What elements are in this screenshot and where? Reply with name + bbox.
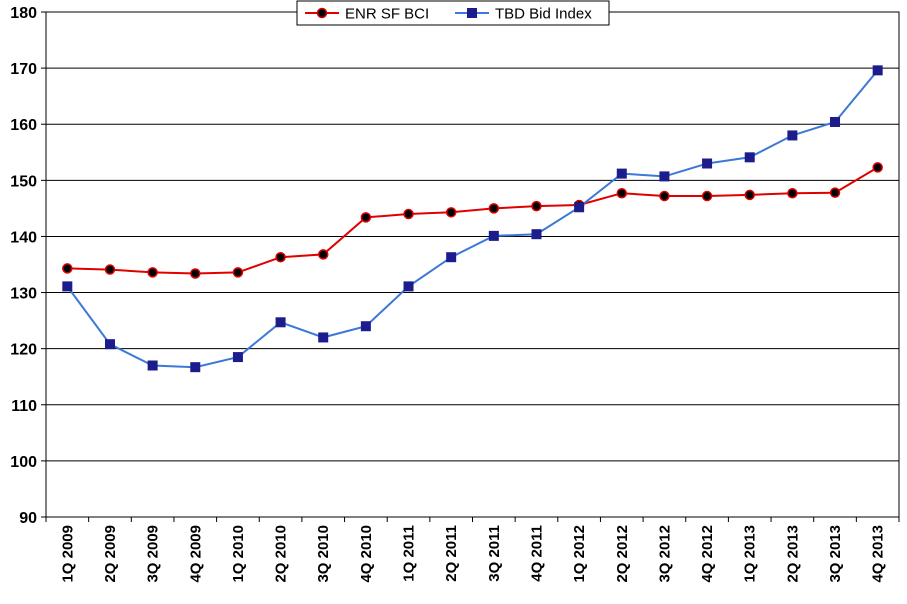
data-point: [787, 130, 798, 141]
data-point: [62, 263, 73, 274]
y-tick-label: 110: [11, 398, 37, 415]
data-point: [190, 268, 201, 279]
data-point: [744, 152, 755, 163]
legend-marker: [467, 8, 477, 18]
series-line: [66, 69, 879, 369]
x-tick-label: 1Q 2009: [59, 525, 76, 583]
data-point: [147, 267, 158, 278]
data-point: [360, 212, 372, 223]
x-tick-label: 1Q 2010: [230, 525, 247, 583]
y-tick-label: 100: [10, 454, 37, 471]
legend: ENR SF BCI TBD Bid Index: [296, 0, 610, 26]
series-layer: [62, 65, 883, 373]
x-axis-tick-labels: 1Q 2009 2Q 2009 3Q 2009 4Q 2009 1Q 2010 2Q 20…: [59, 525, 886, 583]
data-point: [275, 251, 286, 263]
y-tick-label: 90: [19, 510, 37, 527]
data-point: [62, 281, 73, 292]
y-tick-label: 150: [10, 173, 37, 190]
y-tick-label: 160: [10, 117, 37, 134]
data-point: [445, 207, 457, 218]
y-tick-label: 120: [10, 342, 37, 359]
y-tick-label: 140: [10, 229, 37, 246]
x-tick-label: 3Q 2013: [827, 525, 844, 583]
data-point: [659, 171, 670, 182]
y-tick-label: 180: [10, 5, 37, 22]
data-point: [317, 249, 329, 260]
legend-marker: [316, 7, 328, 19]
data-point: [830, 116, 841, 127]
data-point: [744, 189, 755, 201]
data-point: [787, 187, 798, 199]
data-point: [104, 339, 115, 350]
y-tick-label: 170: [10, 61, 37, 78]
data-point: [872, 162, 883, 173]
data-point: [104, 264, 116, 275]
y-axis-tick-labels: 90 100 110 120 130 140 150 160 170 180: [10, 5, 37, 527]
data-point: [403, 208, 414, 220]
data-point: [702, 158, 713, 169]
data-point: [872, 65, 883, 76]
gridlines: [46, 11, 899, 518]
plot-area-border: [45, 11, 900, 518]
legend-label: TBD Bid Index: [495, 6, 592, 23]
data-point: [659, 190, 670, 202]
data-point: [147, 360, 158, 371]
data-point: [275, 317, 286, 328]
series-1: [62, 65, 883, 373]
x-tick-label: 2Q 2010: [273, 525, 290, 583]
x-tick-label: 4Q 2011: [528, 525, 545, 582]
data-point: [488, 203, 500, 214]
data-point: [701, 190, 713, 202]
data-point: [574, 202, 585, 213]
data-point: [232, 352, 243, 363]
x-tick-label: 3Q 2011: [486, 525, 503, 582]
data-point: [616, 187, 628, 199]
data-point: [829, 187, 841, 198]
series-0: [62, 162, 883, 279]
x-tick-label: 2Q 2009: [102, 525, 119, 583]
x-tick-label: 1Q 2012: [571, 525, 588, 583]
series-line: [67, 166, 879, 275]
x-tick-label: 4Q 2013: [870, 525, 887, 583]
y-tick-label: 130: [10, 286, 37, 303]
data-point: [232, 267, 244, 278]
x-tick-label: 2Q 2011: [443, 525, 460, 582]
data-point: [403, 281, 414, 292]
data-point: [318, 332, 329, 343]
data-point: [531, 200, 542, 212]
axes: [41, 11, 900, 522]
data-point: [531, 229, 542, 240]
data-point: [488, 230, 499, 241]
x-tick-label: 2Q 2012: [614, 525, 631, 583]
x-tick-label: 1Q 2013: [742, 525, 759, 583]
x-tick-label: 4Q 2012: [699, 525, 716, 583]
x-tick-label: 1Q 2011: [401, 525, 418, 582]
x-tick-label: 3Q 2010: [315, 525, 332, 583]
legend-label: ENR SF BCI: [345, 6, 429, 23]
data-point: [446, 252, 457, 263]
x-tick-label: 4Q 2009: [187, 525, 204, 583]
x-tick-label: 2Q 2013: [784, 525, 801, 583]
data-point: [190, 362, 201, 373]
data-point: [616, 168, 627, 179]
x-tick-label: 4Q 2010: [358, 525, 375, 583]
x-tick-label: 3Q 2009: [145, 525, 162, 583]
data-point: [360, 321, 371, 332]
legend-box: [296, 0, 610, 26]
x-tick-label: 3Q 2012: [656, 525, 673, 583]
